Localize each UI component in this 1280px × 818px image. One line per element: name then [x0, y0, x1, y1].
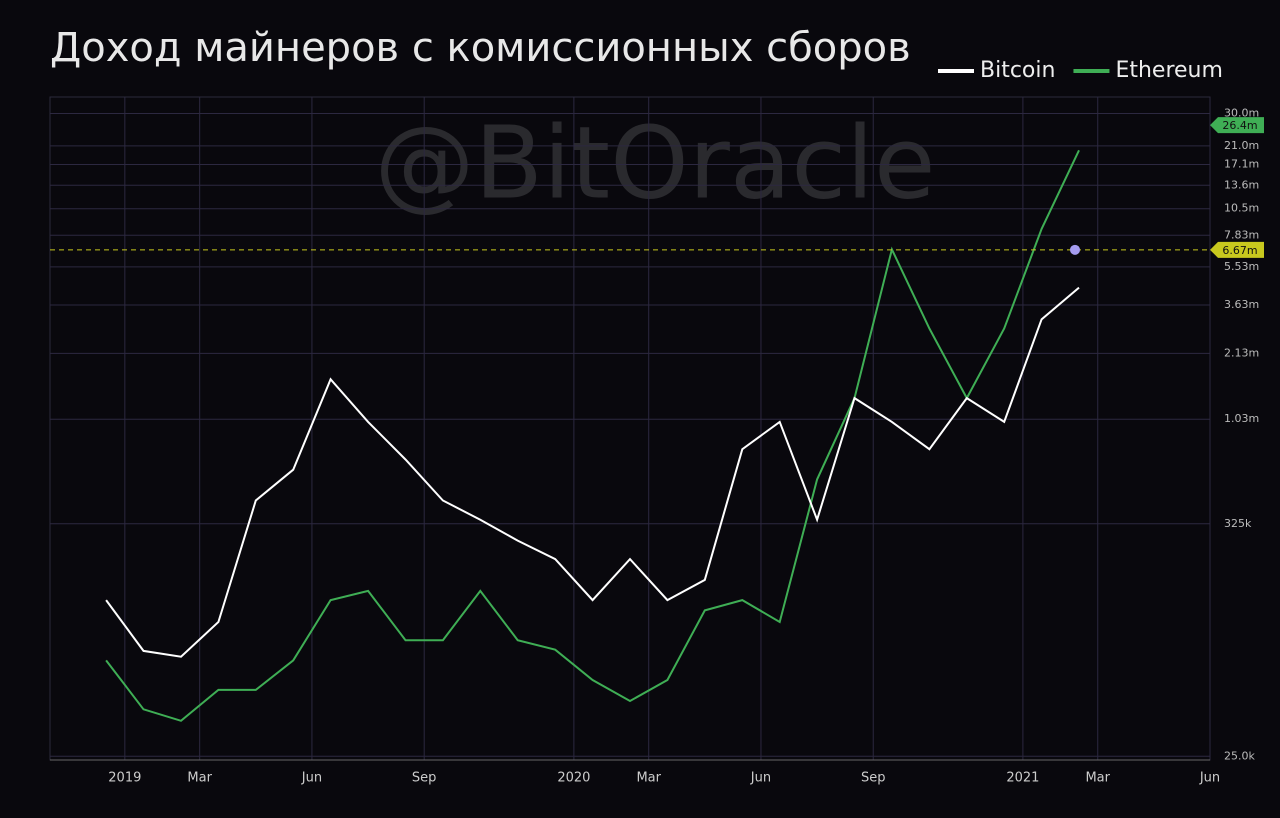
y-tick-label: 5.53m — [1224, 260, 1259, 273]
y-tick-label: 25.0k — [1224, 749, 1255, 762]
x-tick-label: 2021 — [1006, 771, 1039, 786]
x-tick-label: Mar — [1085, 771, 1110, 786]
y-tick-label: 325k — [1224, 517, 1252, 530]
last-point — [1070, 244, 1080, 255]
x-tick-label: Sep — [412, 771, 437, 786]
x-tick-label: Mar — [187, 771, 212, 786]
y-tick-label: 2.13m — [1224, 346, 1259, 359]
x-tick-label: Jun — [301, 771, 322, 786]
y-tick-label: 30.0m — [1224, 107, 1259, 120]
x-tick-label: 2020 — [557, 771, 590, 786]
legend-label: Bitcoin — [980, 58, 1055, 83]
y-tick-label: 17.1m — [1224, 157, 1259, 170]
x-tick-label: Jun — [750, 771, 771, 786]
price-tag-label: 26.4m — [1222, 119, 1257, 132]
chart-title: Доход майнеров с комиссионных сборов — [50, 25, 911, 71]
y-tick-label: 1.03m — [1224, 412, 1259, 425]
price-tag-label: 6.67m — [1222, 244, 1257, 257]
y-tick-label: 10.5m — [1224, 202, 1259, 215]
legend-label: Ethereum — [1115, 58, 1222, 83]
x-tick-label: Mar — [636, 771, 661, 786]
price-tag — [1210, 117, 1264, 134]
y-tick-label: 3.63m — [1224, 298, 1259, 311]
y-tick-label: 21.0m — [1224, 139, 1259, 152]
watermark: @BitOracle — [375, 104, 936, 221]
x-tick-label: Jun — [1199, 771, 1220, 786]
line-series — [105, 149, 1080, 722]
y-tick-label: 13.6m — [1224, 178, 1259, 191]
y-tick-label: 7.83m — [1224, 228, 1259, 241]
price-tag — [1210, 241, 1264, 258]
x-tick-label: Sep — [861, 771, 886, 786]
line-series — [105, 286, 1080, 658]
x-tick-label: 2019 — [108, 771, 141, 786]
